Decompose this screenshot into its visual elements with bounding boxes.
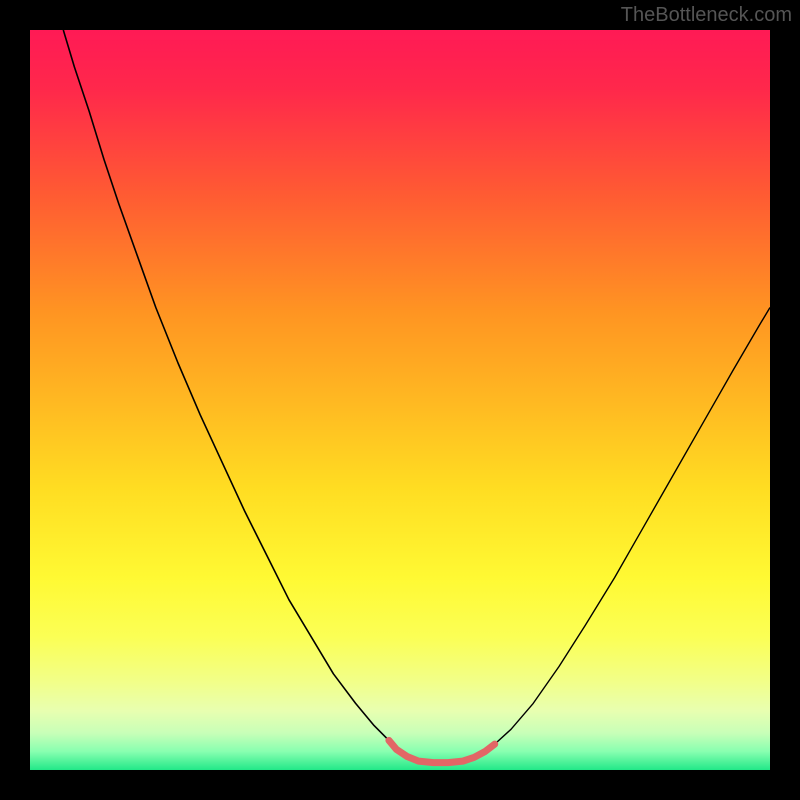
chart-container: TheBottleneck.com xyxy=(0,0,800,800)
bottleneck-curve-chart xyxy=(30,30,770,770)
plot-area xyxy=(30,30,770,770)
watermark-text: TheBottleneck.com xyxy=(621,4,792,27)
gradient-background xyxy=(30,30,770,770)
